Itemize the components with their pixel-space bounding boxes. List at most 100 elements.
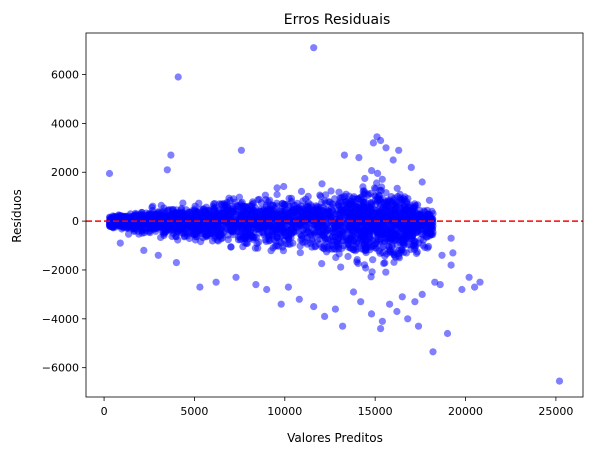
data-point (193, 212, 201, 220)
data-point (359, 226, 367, 234)
data-point (183, 230, 191, 238)
data-point (315, 216, 323, 224)
data-point (421, 208, 429, 216)
data-point (313, 228, 321, 236)
data-point (170, 216, 178, 224)
y-tick-label: 2000 (51, 166, 79, 179)
data-point (161, 228, 169, 236)
data-point (327, 187, 335, 195)
x-tick-label: 10000 (267, 405, 302, 418)
data-point (378, 317, 386, 325)
data-point (284, 216, 292, 224)
data-point (320, 232, 328, 240)
data-point (393, 184, 401, 192)
data-point (414, 322, 423, 330)
data-point (191, 236, 199, 244)
data-point (321, 312, 329, 320)
data-point (328, 200, 336, 208)
x-axis-label: Valores Preditos (287, 431, 383, 445)
x-tick-label: 5000 (180, 405, 208, 418)
data-point (331, 233, 339, 241)
data-point (302, 202, 310, 210)
data-point (163, 221, 171, 229)
x-tick-label: 15000 (358, 405, 393, 418)
y-tick-label: −6000 (42, 362, 79, 375)
data-point (337, 263, 345, 271)
data-point (429, 348, 437, 356)
data-point (429, 228, 437, 236)
data-point (425, 196, 433, 204)
data-point (378, 243, 386, 252)
scatter-points (105, 44, 564, 385)
data-point (431, 278, 439, 286)
data-point (163, 166, 171, 174)
data-point (182, 223, 190, 231)
data-point (230, 210, 238, 218)
data-point (239, 243, 247, 251)
y-tick-label: −2000 (42, 264, 79, 277)
data-point (243, 220, 252, 228)
data-point (248, 202, 256, 210)
data-point (393, 232, 401, 240)
data-point (297, 236, 305, 244)
data-point (157, 220, 165, 228)
data-point (172, 227, 180, 235)
chart-title: Erros Residuais (284, 12, 391, 28)
data-point (262, 225, 270, 233)
y-tick-label: 0 (72, 215, 79, 228)
data-point (205, 221, 214, 229)
data-point (335, 250, 343, 258)
data-point (215, 211, 223, 219)
data-point (325, 208, 333, 216)
data-point (447, 234, 455, 242)
data-point (232, 273, 240, 281)
data-point (333, 240, 341, 248)
data-point (340, 151, 348, 159)
data-point (404, 226, 412, 234)
data-point (306, 213, 314, 221)
data-point (369, 256, 377, 264)
data-point (465, 273, 473, 281)
data-point (279, 225, 287, 233)
data-point (386, 300, 394, 308)
data-point (296, 249, 304, 257)
data-point (192, 221, 200, 229)
data-point (471, 283, 479, 291)
data-point (279, 247, 287, 255)
data-point (339, 322, 347, 330)
data-point (396, 224, 405, 232)
data-point (143, 218, 151, 226)
data-point (240, 208, 248, 216)
data-point (377, 325, 385, 333)
data-point (273, 199, 281, 207)
x-tick-label: 20000 (448, 405, 483, 418)
data-point (273, 242, 281, 250)
data-point (438, 251, 446, 259)
data-point (326, 236, 334, 244)
data-point (284, 283, 292, 291)
data-point (372, 239, 381, 247)
data-point (374, 169, 382, 177)
data-point (252, 281, 260, 289)
data-point (367, 218, 376, 226)
data-point (355, 206, 363, 214)
data-point (419, 222, 427, 230)
data-point (318, 260, 326, 268)
data-point (424, 244, 432, 252)
data-point (164, 207, 172, 215)
y-tick-label: 6000 (51, 69, 79, 82)
data-point (395, 146, 403, 154)
data-point (310, 303, 318, 311)
data-point (257, 216, 265, 224)
data-point (130, 214, 138, 222)
data-point (273, 190, 281, 199)
data-point (400, 240, 408, 248)
data-point (157, 201, 165, 209)
data-point (297, 216, 305, 224)
data-point (404, 315, 412, 323)
plot-frame (85, 32, 584, 398)
data-point (297, 187, 306, 195)
data-point (382, 268, 390, 276)
data-point (390, 258, 398, 266)
